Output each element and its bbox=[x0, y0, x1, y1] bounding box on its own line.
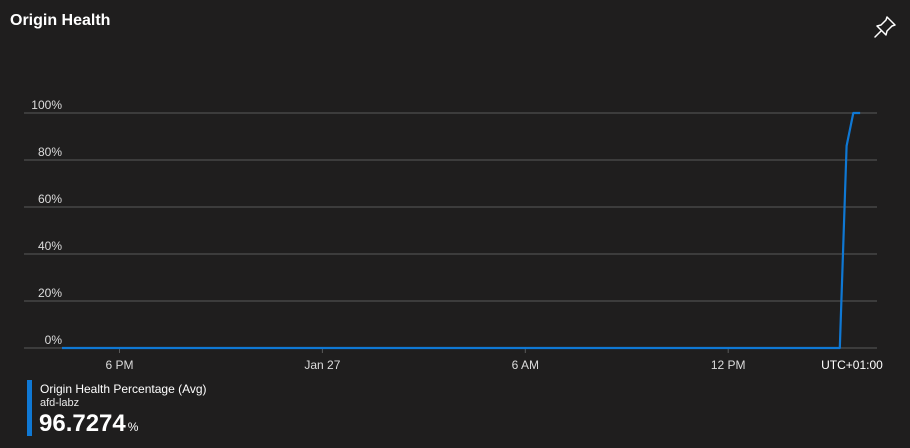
legend-resource-name: afd-labz bbox=[40, 397, 80, 409]
chart-title: Origin Health bbox=[10, 12, 111, 29]
legend-value-unit: % bbox=[127, 420, 139, 434]
pin-icon[interactable] bbox=[872, 14, 898, 40]
legend-value: 96.7274% bbox=[39, 410, 138, 438]
x-tick-label: 12 PM bbox=[711, 358, 746, 372]
y-tick-label: 20% bbox=[38, 286, 62, 300]
line-chart: 0% 20% 40% 60% 80% 100% 6 PM Jan 27 6 AM 12 PM UTC… bbox=[24, 98, 883, 372]
x-tick-label: 6 PM bbox=[105, 358, 133, 372]
x-tick-label: 6 AM bbox=[512, 358, 539, 372]
y-tick-label: 40% bbox=[38, 239, 62, 253]
y-tick-label: 80% bbox=[38, 145, 62, 159]
x-tick-label: Jan 27 bbox=[304, 358, 340, 372]
timezone-label: UTC+01:00 bbox=[821, 358, 883, 372]
legend-value-number: 96.7274 bbox=[39, 410, 126, 437]
y-tick-label: 0% bbox=[45, 333, 63, 347]
legend-color-swatch bbox=[27, 380, 32, 436]
legend-series-name: Origin Health Percentage (Avg) bbox=[40, 382, 207, 396]
y-tick-label: 60% bbox=[38, 192, 62, 206]
y-tick-label: 100% bbox=[31, 98, 62, 112]
series-line bbox=[62, 111, 861, 350]
